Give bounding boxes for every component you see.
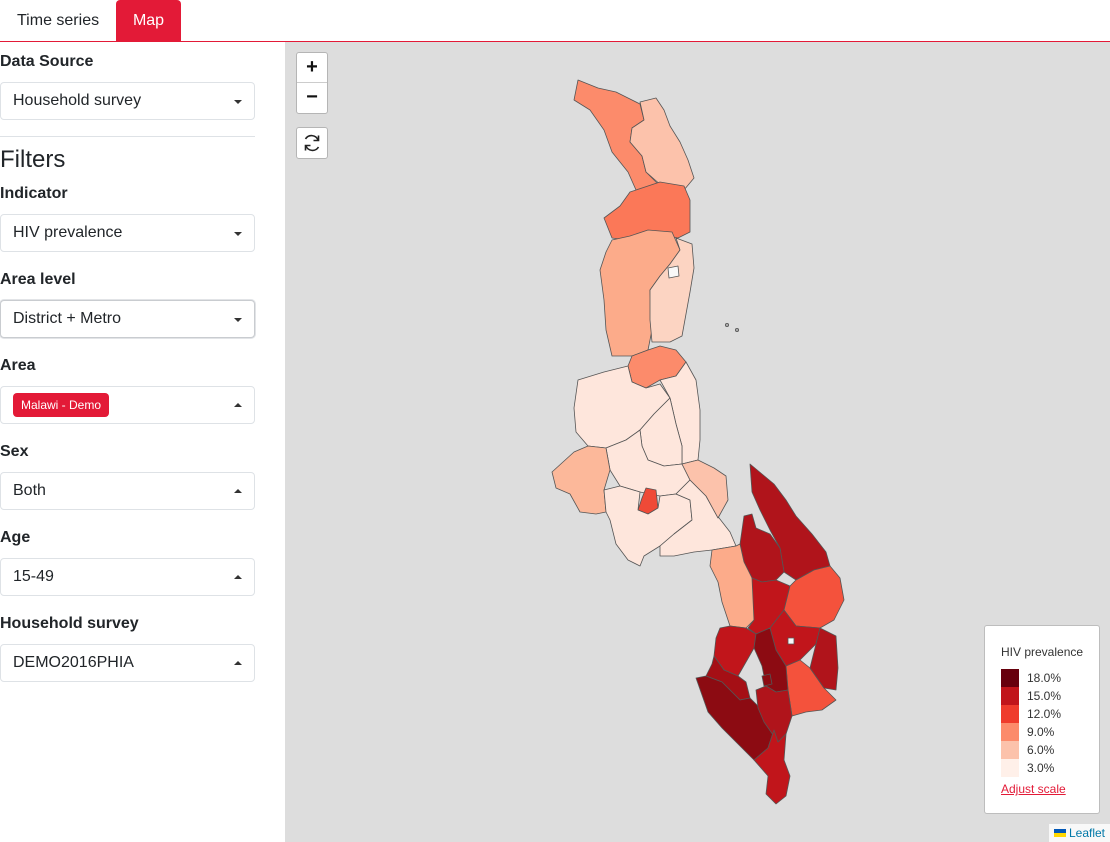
reset-view-button[interactable] <box>296 127 328 159</box>
map-panel[interactable]: + − HIV prevalence 18.0% 15.0% 12.0% 9.0% 6.… <box>285 42 1110 842</box>
district-region <box>809 627 839 691</box>
area-level-value: District + Metro <box>13 310 122 327</box>
chevron-down-icon <box>234 100 242 104</box>
survey-label: Household survey <box>0 615 139 632</box>
divider <box>0 136 255 137</box>
leaflet-link[interactable]: Leaflet <box>1068 826 1105 840</box>
adjust-scale-link[interactable]: Adjust scale <box>1001 782 1066 796</box>
choropleth-map[interactable] <box>285 42 1110 842</box>
district-region <box>681 459 729 519</box>
legend-title: HIV prevalence <box>1001 645 1084 659</box>
legend-swatch <box>1001 687 1019 705</box>
district-region <box>755 685 793 743</box>
legend-label: 6.0% <box>1027 743 1055 757</box>
zoom-control: + − <box>296 52 328 114</box>
district-region <box>761 673 773 687</box>
district-region <box>649 237 695 343</box>
area-level-select[interactable]: District + Metro <box>0 300 255 338</box>
district-region <box>667 265 680 279</box>
legend-label: 12.0% <box>1027 707 1062 721</box>
chevron-up-icon <box>234 489 242 493</box>
island-marker <box>735 327 740 332</box>
district-region <box>713 625 757 677</box>
legend-label: 9.0% <box>1027 725 1055 739</box>
chevron-down-icon <box>234 232 242 236</box>
district-region <box>753 729 791 805</box>
age-select[interactable]: 15-49 <box>0 558 255 596</box>
legend-label: 3.0% <box>1027 761 1055 775</box>
area-label: Area <box>0 357 36 374</box>
sex-label: Sex <box>0 443 29 460</box>
sex-value: Both <box>13 482 46 499</box>
legend-label: 18.0% <box>1027 671 1062 685</box>
chevron-up-icon <box>234 661 242 665</box>
map-attribution[interactable]: Leaflet <box>1048 824 1110 842</box>
sidebar: Data Source Household survey Filters Ind… <box>0 42 285 842</box>
legend-swatch <box>1001 759 1019 777</box>
chevron-up-icon <box>234 403 242 407</box>
district-region <box>787 637 795 645</box>
sex-select[interactable]: Both <box>0 472 255 510</box>
legend-swatch <box>1001 741 1019 759</box>
legend-label: 15.0% <box>1027 689 1062 703</box>
survey-value: DEMO2016PHIA <box>13 654 134 671</box>
refresh-icon <box>304 134 320 152</box>
chevron-down-icon <box>234 318 242 322</box>
survey-select[interactable]: DEMO2016PHIA <box>0 644 255 682</box>
map-legend: HIV prevalence 18.0% 15.0% 12.0% 9.0% 6.0% 3.… <box>984 625 1100 814</box>
data-source-select[interactable]: Household survey <box>0 82 255 120</box>
age-value: 15-49 <box>13 568 54 585</box>
zoom-out-button[interactable]: − <box>306 86 318 108</box>
island-marker <box>725 322 730 327</box>
tab-map[interactable]: Map <box>116 0 181 42</box>
age-label: Age <box>0 529 31 546</box>
data-source-value: Household survey <box>13 92 142 109</box>
district-region <box>551 445 611 515</box>
zoom-in-button[interactable]: + <box>297 53 327 83</box>
filters-heading: Filters <box>0 146 66 173</box>
indicator-value: HIV prevalence <box>13 224 123 241</box>
area-chip[interactable]: Malawi - Demo <box>13 393 110 417</box>
tab-time-series[interactable]: Time series <box>17 12 100 29</box>
chevron-up-icon <box>234 575 242 579</box>
ukraine-flag-icon <box>1053 829 1066 837</box>
data-source-label: Data Source <box>0 53 94 70</box>
indicator-label: Indicator <box>0 185 68 202</box>
indicator-select[interactable]: HIV prevalence <box>0 214 255 252</box>
tab-bar: Time series Map <box>0 0 1110 42</box>
area-level-label: Area level <box>0 271 76 288</box>
area-select[interactable]: Malawi - Demo <box>0 386 255 424</box>
legend-swatch <box>1001 669 1019 687</box>
legend-swatch <box>1001 705 1019 723</box>
legend-swatch <box>1001 723 1019 741</box>
